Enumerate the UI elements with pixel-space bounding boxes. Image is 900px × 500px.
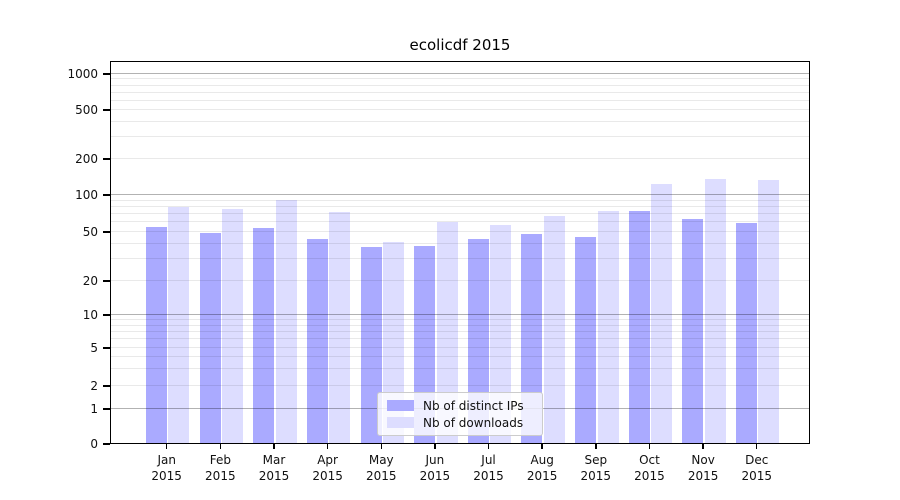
- plot-area: [110, 61, 810, 444]
- bar-downloads-apr: [329, 212, 351, 443]
- x-tick-label-mar: Mar 2015: [258, 453, 290, 483]
- x-tick-label-sep: Sep 2015: [580, 453, 612, 483]
- x-tick-mark-jul: [487, 444, 490, 449]
- x-tick-mark-oct: [648, 444, 651, 449]
- bar-downloads-jun: [436, 221, 458, 443]
- bar-distinct-ips-jan: [145, 227, 167, 443]
- legend-label-downloads: Nb of downloads: [423, 415, 524, 430]
- x-tick-mark-nov: [702, 444, 704, 449]
- y-tick-label-50: 50: [82, 225, 98, 239]
- legend-item-downloads: Nb of downloads: [387, 414, 534, 431]
- y-tick-mark-500: [103, 109, 110, 111]
- x-tick-mark-may: [380, 444, 382, 449]
- bar-distinct-ips-feb: [199, 232, 221, 443]
- bar-downloads-dec: [758, 179, 780, 443]
- x-tick-mark-feb: [219, 444, 222, 449]
- y-tick-mark-1: [103, 408, 110, 410]
- y-tick-mark-1000: [103, 73, 110, 75]
- legend-label-distinct-ips: Nb of distinct IPs: [423, 398, 524, 413]
- bar-downloads-jan: [168, 207, 190, 443]
- y-tick-label-10: 10: [82, 308, 98, 322]
- bar-downloads-sep: [597, 210, 619, 443]
- y-tick-label-100: 100: [75, 188, 98, 202]
- x-tick-mark-apr: [326, 444, 329, 449]
- bar-downloads-feb: [222, 208, 244, 443]
- legend-swatch-distinct-ips: [387, 400, 414, 411]
- x-tick-mark-sep: [595, 444, 597, 449]
- y-tick-label-0: 0: [90, 437, 98, 451]
- bar-layer: [111, 62, 809, 443]
- y-tick-label-1000: 1000: [67, 67, 98, 81]
- x-tick-mark-aug: [541, 444, 543, 449]
- bar-downloads-nov: [704, 179, 726, 443]
- legend-swatch-downloads: [387, 417, 414, 428]
- y-tick-mark-200: [103, 158, 110, 160]
- x-tick-label-jan: Jan 2015: [151, 453, 182, 483]
- y-tick-label-200: 200: [75, 152, 98, 166]
- x-tick-mark-jun: [434, 444, 436, 449]
- y-tick-mark-10: [103, 314, 110, 316]
- legend: Nb of distinct IPs Nb of downloads: [377, 392, 543, 436]
- bar-distinct-ips-dec: [735, 222, 757, 443]
- y-tick-mark-2: [103, 385, 110, 387]
- x-tick-label-dec: Dec 2015: [741, 453, 772, 483]
- y-tick-label-20: 20: [82, 274, 98, 288]
- bar-distinct-ips-aug: [521, 233, 543, 443]
- y-tick-mark-20: [103, 280, 110, 282]
- x-tick-label-aug: Aug 2015: [526, 453, 558, 483]
- x-tick-label-feb: Feb 2015: [205, 453, 236, 483]
- x-tick-label-nov: Nov 2015: [687, 453, 719, 483]
- y-tick-label-5: 5: [90, 341, 98, 355]
- y-tick-label-500: 500: [75, 103, 98, 117]
- legend-item-distinct-ips: Nb of distinct IPs: [387, 397, 534, 414]
- x-tick-mark-jan: [166, 444, 168, 449]
- y-tick-label-1: 1: [90, 402, 98, 416]
- bar-downloads-mar: [275, 199, 297, 443]
- bar-distinct-ips-apr: [306, 239, 328, 443]
- y-tick-mark-50: [103, 231, 110, 233]
- x-tick-mark-dec: [756, 444, 758, 449]
- bar-distinct-ips-may: [360, 247, 382, 443]
- bar-downloads-oct: [651, 183, 673, 443]
- chart-title: ecolicdf 2015: [409, 36, 511, 54]
- y-tick-mark-100: [103, 194, 110, 196]
- x-tick-label-oct: Oct 2015: [634, 453, 665, 483]
- y-tick-mark-0: [103, 443, 110, 445]
- x-tick-label-jul: Jul 2015: [473, 453, 504, 483]
- y-tick-mark-5: [103, 347, 110, 349]
- x-tick-mark-mar: [273, 444, 275, 449]
- bar-distinct-ips-sep: [575, 236, 597, 443]
- bar-downloads-aug: [543, 216, 565, 443]
- bar-distinct-ips-nov: [682, 218, 704, 443]
- x-tick-label-may: May 2015: [365, 453, 397, 483]
- bar-downloads-jul: [490, 224, 512, 443]
- x-tick-label-jun: Jun 2015: [419, 453, 451, 483]
- bar-distinct-ips-mar: [253, 228, 275, 443]
- bar-distinct-ips-oct: [628, 210, 650, 443]
- y-tick-label-2: 2: [90, 379, 98, 393]
- x-tick-label-apr: Apr 2015: [312, 453, 343, 483]
